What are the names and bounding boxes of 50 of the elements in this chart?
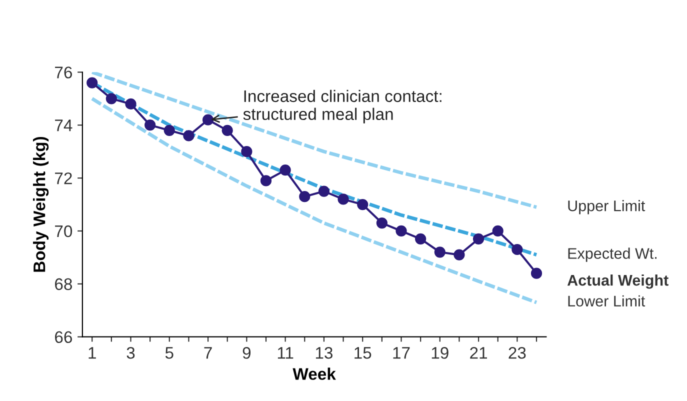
text: Lower Limit — [568, 295, 646, 307]
y-tick-label: 74 — [55, 120, 72, 132]
point — [512, 244, 523, 256]
point — [280, 164, 291, 176]
point — [86, 77, 98, 88]
x-tick-label: 21 — [470, 347, 487, 359]
text: Upper Limit — [568, 200, 646, 214]
point — [318, 186, 330, 197]
series-label: Actual Weight — [567, 274, 668, 289]
x-tick-label: 3 — [126, 347, 135, 359]
point — [396, 225, 407, 237]
x-tick-label: 13 — [316, 347, 332, 359]
point — [144, 120, 156, 131]
point — [376, 217, 388, 229]
point — [183, 130, 194, 142]
point — [241, 146, 252, 158]
x-tick-label: 17 — [393, 347, 410, 359]
y-tick-label: 68 — [55, 278, 72, 290]
point — [415, 233, 426, 244]
x-tick-label: 11 — [278, 347, 294, 359]
x-tick-label: 5 — [165, 347, 174, 359]
point — [202, 114, 214, 126]
x-tick-label: 9 — [242, 347, 251, 359]
point — [338, 194, 349, 205]
point — [299, 191, 310, 202]
point — [164, 124, 175, 136]
y-tick-label: 76 — [55, 66, 72, 78]
annotation: Increased clinician contact: structured meal plan — [243, 90, 442, 124]
text: Expected Wt. — [568, 248, 657, 262]
point — [492, 225, 504, 237]
y-axis-title: Body Weight (kg) — [33, 136, 49, 272]
y-tick-label: 66 — [55, 331, 72, 344]
point — [106, 93, 117, 104]
x-tick-label: 7 — [204, 347, 212, 359]
point — [530, 268, 542, 279]
x-tick-label: 23 — [508, 347, 526, 359]
x-axis-title: Week — [292, 368, 336, 380]
point — [125, 98, 136, 110]
point — [472, 233, 484, 244]
point — [434, 246, 446, 258]
y-tick-label: 72 — [55, 172, 72, 184]
x-tick-label: 19 — [432, 347, 448, 359]
line-series — [90, 72, 538, 209]
x-tick-label: 15 — [354, 347, 372, 359]
point — [222, 124, 233, 136]
point — [357, 198, 368, 210]
point — [454, 249, 465, 260]
x-tick-label: 1 — [88, 347, 96, 359]
y-tick-label: 70 — [55, 225, 72, 238]
point — [260, 175, 272, 186]
